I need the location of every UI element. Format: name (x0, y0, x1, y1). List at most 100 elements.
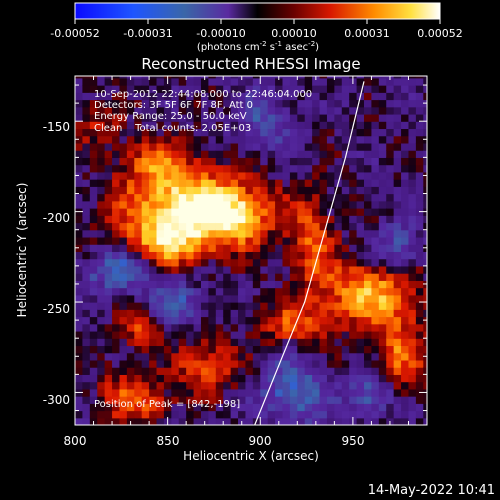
heatmap-pixel (275, 229, 284, 238)
heatmap-pixel (260, 215, 269, 224)
heatmap-pixel (112, 186, 121, 195)
heatmap-pixel (341, 208, 350, 216)
heatmap-pixel (104, 229, 113, 238)
heatmap-pixel (334, 359, 343, 368)
heatmap-pixel (304, 273, 313, 281)
heatmap-pixel (126, 179, 135, 187)
heatmap-pixel (312, 359, 321, 368)
heatmap-pixel (267, 323, 276, 332)
heatmap-pixel (104, 200, 113, 209)
heatmap-pixel (104, 359, 113, 368)
heatmap-pixel (178, 106, 187, 115)
heatmap-pixel (289, 193, 298, 202)
heatmap-pixel (89, 280, 98, 289)
heatmap-pixel (423, 164, 427, 173)
heatmap-pixel (319, 113, 328, 122)
heatmap-pixel (393, 338, 402, 347)
heatmap-pixel (112, 323, 121, 332)
heatmap-pixel (119, 359, 128, 368)
heatmap-pixel (119, 244, 128, 253)
heatmap-pixel (126, 359, 135, 368)
heatmap-pixel (304, 99, 313, 108)
heatmap-pixel (171, 179, 180, 187)
heatmap-pixel (326, 367, 335, 375)
heatmap-pixel (215, 150, 224, 158)
heatmap-pixel (163, 345, 172, 354)
heatmap-pixel (75, 396, 84, 404)
heatmap-pixel (312, 236, 321, 245)
heatmap-pixel (171, 193, 180, 202)
heatmap-pixel (282, 258, 291, 267)
heatmap-pixel (186, 236, 195, 245)
heatmap-pixel (401, 381, 410, 390)
heatmap-pixel (230, 258, 239, 267)
heatmap-pixel (267, 179, 276, 187)
heatmap-pixel (119, 215, 128, 224)
heatmap-pixel (341, 215, 350, 224)
heatmap-pixel (149, 142, 158, 151)
heatmap-pixel (104, 302, 113, 310)
heatmap-pixel (393, 76, 402, 79)
heatmap-pixel (119, 403, 128, 412)
heatmap-pixel (408, 367, 417, 375)
heatmap-pixel (371, 135, 380, 144)
heatmap-pixel (356, 85, 365, 93)
y-tick-label: -150 (43, 120, 70, 134)
heatmap-pixel (319, 330, 328, 339)
heatmap-pixel (156, 345, 165, 354)
heatmap-pixel (126, 150, 135, 158)
heatmap-pixel (230, 316, 239, 325)
annotation-time-range: 10-Sep-2012 22:44:08.000 to 22:46:04.000 (94, 89, 312, 100)
heatmap-pixel (149, 229, 158, 238)
heatmap-pixel (304, 410, 313, 419)
heatmap-pixel (304, 403, 313, 412)
heatmap-pixel (223, 403, 232, 412)
heatmap-pixel (386, 200, 395, 209)
heatmap-pixel (364, 99, 373, 108)
heatmap-pixel (319, 309, 328, 318)
heatmap-pixel (149, 280, 158, 289)
heatmap-pixel (119, 316, 128, 325)
heatmap-pixel (312, 193, 321, 202)
heatmap-pixel (415, 280, 424, 289)
heatmap-pixel (282, 381, 291, 390)
heatmap-pixel (149, 330, 158, 339)
heatmap-pixel (215, 338, 224, 347)
heatmap-pixel (119, 330, 128, 339)
heatmap-pixel (326, 352, 335, 361)
heatmap-pixel (423, 302, 427, 310)
heatmap-pixel (75, 330, 84, 339)
heatmap-pixel (200, 186, 209, 195)
heatmap-pixel (208, 258, 217, 267)
heatmap-pixel (193, 417, 202, 425)
heatmap-pixel (119, 208, 128, 216)
heatmap-pixel (134, 352, 143, 361)
heatmap-pixel (341, 244, 350, 253)
heatmap-pixel (326, 338, 335, 347)
heatmap-pixel (289, 273, 298, 281)
heatmap-pixel (82, 265, 91, 274)
heatmap-pixel (275, 410, 284, 419)
heatmap-pixel (415, 135, 424, 144)
heatmap-pixel (423, 200, 427, 209)
heatmap-pixel (245, 273, 254, 281)
heatmap-pixel (393, 258, 402, 267)
heatmap-pixel (156, 273, 165, 281)
heatmap-pixel (141, 76, 150, 79)
heatmap-pixel (349, 287, 358, 296)
heatmap-pixel (386, 359, 395, 368)
heatmap-pixel (112, 265, 121, 274)
heatmap-pixel (149, 302, 158, 310)
heatmap-pixel (252, 222, 261, 231)
heatmap-pixel (178, 222, 187, 231)
heatmap-pixel (186, 193, 195, 202)
colorbar-tick-label: -0.00031 (123, 27, 172, 40)
heatmap-pixel (149, 215, 158, 224)
heatmap-pixel (193, 236, 202, 245)
heatmap-pixel (193, 142, 202, 151)
heatmap-pixel (423, 323, 427, 332)
heatmap-pixel (282, 113, 291, 122)
heatmap-pixel (312, 92, 321, 101)
heatmap-pixel (178, 92, 187, 101)
heatmap-pixel (341, 359, 350, 368)
